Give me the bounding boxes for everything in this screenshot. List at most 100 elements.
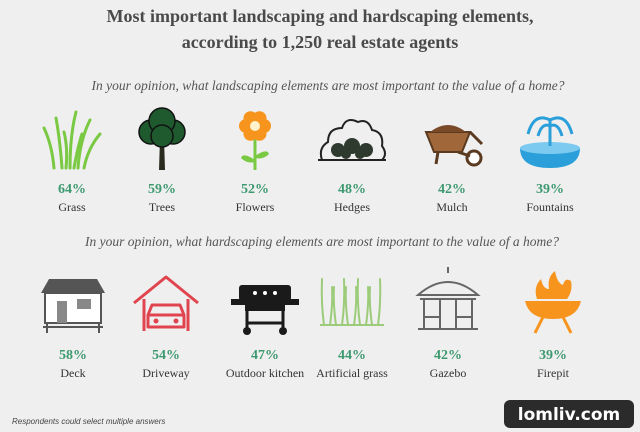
watermark-box (504, 400, 634, 428)
icon-shape (549, 116, 574, 135)
icon-shape (43, 323, 103, 333)
percentage: 47% (251, 348, 279, 363)
icon-shape (263, 291, 267, 295)
icon-shape (253, 291, 257, 295)
icon (42, 110, 102, 170)
icon-shape (153, 318, 159, 324)
item-label: Fountains (526, 200, 574, 214)
icon-shape (365, 286, 370, 326)
item-label: Deck (60, 366, 85, 380)
item-label: Trees (149, 200, 176, 214)
icon-shape (133, 275, 199, 305)
icon-shape (423, 299, 473, 329)
icon-shape (253, 291, 277, 295)
icon-shape (377, 278, 382, 326)
icon-shape (150, 124, 174, 148)
item-label: Outdoor kitchen (226, 366, 304, 380)
percentage: 54% (152, 348, 180, 363)
icon-shape (273, 291, 277, 295)
item-label: Flowers (236, 200, 275, 214)
icon (320, 278, 384, 326)
icon (424, 125, 484, 167)
question: In your opinion, what landscaping elemen… (90, 78, 564, 93)
icon-shape (341, 278, 346, 326)
icon-shape (173, 318, 179, 324)
percentage: 39% (539, 348, 567, 363)
icon-shape (368, 286, 373, 326)
icon-shape (319, 119, 386, 161)
icon-shape (549, 123, 564, 137)
icon-shape (533, 316, 545, 334)
icon-shape (329, 286, 334, 326)
icon-shape (344, 286, 349, 326)
item-label: Firepit (537, 366, 570, 380)
percentage: 64% (58, 182, 86, 197)
icon-shape (525, 301, 581, 319)
icon (231, 285, 299, 335)
icon-shape (424, 131, 472, 153)
title-line: Most important landscaping and hardscapi… (106, 6, 533, 26)
icon-shape (42, 110, 102, 170)
icon (41, 279, 105, 333)
icon-shape (520, 142, 580, 154)
icon-shape (535, 271, 572, 299)
icon (133, 275, 199, 331)
item-label: Grass (58, 200, 86, 214)
icon (415, 267, 481, 330)
icon-shape (250, 121, 260, 131)
icon-shape (138, 107, 186, 148)
icon-shape (77, 299, 91, 309)
icon-shape (72, 132, 84, 170)
icon-shape (42, 126, 56, 170)
icon-shape (415, 267, 481, 330)
percentage: 42% (434, 348, 462, 363)
icon-shape (526, 116, 551, 135)
icon-shape (434, 150, 471, 165)
icon-shape (415, 281, 481, 296)
percentage: 39% (536, 182, 564, 197)
icon-shape (243, 327, 251, 335)
icon-shape (279, 327, 287, 335)
icon (520, 116, 580, 168)
icon-shape (320, 278, 325, 326)
icon-shape (465, 149, 483, 167)
icon-shape (353, 286, 358, 326)
icon-shape (57, 301, 67, 323)
icon-shape (468, 130, 484, 146)
icon-shape (430, 125, 466, 132)
icon (138, 107, 186, 170)
item-label: Driveway (142, 366, 189, 380)
icon-shape (341, 149, 351, 159)
icon-shape (44, 292, 102, 324)
percentage: 48% (338, 182, 366, 197)
icon-shape (231, 299, 299, 305)
icon-shape (331, 138, 373, 159)
icon-shape (76, 118, 92, 170)
percentage: 59% (148, 182, 176, 197)
icon-shape (356, 278, 361, 326)
icon-shape (561, 316, 573, 334)
watermark: lomliv.com (518, 405, 621, 425)
icon-shape (241, 151, 269, 163)
percentage: 58% (59, 348, 87, 363)
title-line: according to 1,250 real estate agents (182, 32, 459, 52)
item-label: Mulch (436, 200, 467, 214)
icon-shape (536, 123, 551, 137)
icon (239, 111, 271, 170)
percentage: 42% (438, 182, 466, 197)
icon-shape (355, 149, 365, 159)
item-label: Hedges (334, 200, 370, 214)
icon-shape (133, 275, 199, 331)
percentage: 44% (338, 348, 366, 363)
footnote: Respondents could select multiple answer… (12, 417, 165, 426)
item-label: Gazebo (430, 366, 467, 380)
icon (318, 119, 386, 161)
icon-shape (320, 278, 382, 326)
icon-shape (332, 286, 337, 326)
icon-shape (41, 279, 105, 293)
icon-shape (54, 116, 64, 170)
icon-shape (526, 116, 574, 146)
item-label: Artificial grass (316, 366, 388, 380)
